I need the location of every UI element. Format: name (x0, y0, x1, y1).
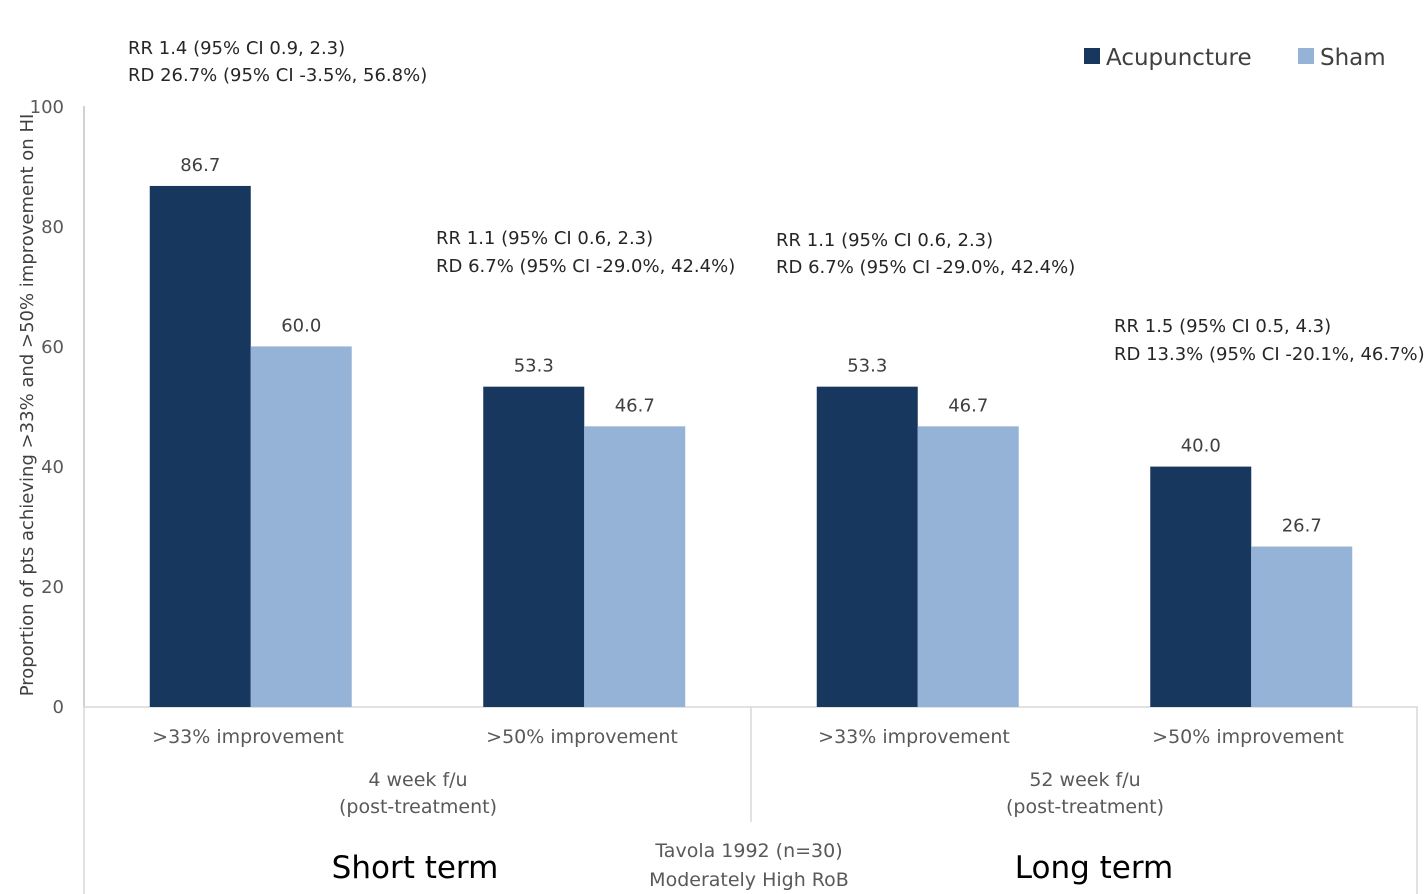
legend-swatch-acupuncture (1084, 48, 1100, 64)
bar-sham (917, 426, 1019, 707)
bar-acupuncture (816, 386, 918, 707)
annotation-rd: RD 6.7% (95% CI -29.0%, 42.4%) (776, 257, 1075, 278)
group-sublabel: (post-treatment) (339, 796, 497, 818)
category-labels: >33% improvement >50% improvement >33% i… (152, 726, 1344, 748)
category-label: >33% improvement (818, 726, 1010, 748)
bar-acupuncture (149, 185, 251, 708)
bar-value-label: 53.3 (514, 356, 554, 377)
bar-value-label: 53.3 (847, 356, 887, 377)
legend-label-sham: Sham (1320, 45, 1386, 71)
annotation-rd: RD 13.3% (95% CI -20.1%, 46.7%) (1114, 344, 1425, 365)
category-label: >50% improvement (1152, 726, 1344, 748)
y-tick-label: 0 (53, 697, 64, 718)
bar-value-label: 46.7 (948, 395, 988, 416)
bar-sham (1251, 546, 1353, 707)
study-label: Tavola 1992 (n=30) (654, 840, 842, 862)
annotation-rr: RR 1.1 (95% CI 0.6, 2.3) (776, 230, 993, 251)
y-tick-label: 20 (41, 577, 64, 598)
bar-acupuncture (483, 386, 585, 707)
bar-value-label: 40.0 (1181, 436, 1221, 457)
annotation-rr: RR 1.4 (95% CI 0.9, 2.3) (128, 38, 345, 59)
term-label-short: Short term (332, 850, 499, 886)
annotations: RR 1.4 (95% CI 0.9, 2.3) RD 26.7% (95% C… (128, 38, 1425, 365)
bar-value-label: 46.7 (615, 395, 655, 416)
y-tick-label: 80 (41, 217, 64, 238)
y-tick-label: 100 (30, 97, 64, 118)
bar-sham (584, 426, 686, 707)
bar-acupuncture (1150, 466, 1252, 707)
data-labels: 86.7 60.0 53.3 46.7 53.3 46.7 40.0 26.7 (180, 155, 1322, 537)
category-label: >50% improvement (486, 726, 678, 748)
y-axis-ticks: 0 20 40 60 80 100 (30, 97, 64, 718)
annotation-rr: RR 1.5 (95% CI 0.5, 4.3) (1114, 316, 1331, 337)
group-labels: 4 week f/u (post-treatment) 52 week f/u … (339, 769, 1164, 818)
bars (149, 185, 1353, 708)
y-axis-label: Proportion of pts achieving >33% and >50… (17, 114, 38, 697)
y-tick-label: 60 (41, 337, 64, 358)
legend-label-acupuncture: Acupuncture (1106, 45, 1252, 71)
group-sublabel: (post-treatment) (1006, 796, 1164, 818)
y-tick-label: 40 (41, 457, 64, 478)
category-label: >33% improvement (152, 726, 344, 748)
bar-value-label: 60.0 (281, 315, 321, 336)
annotation-rd: RD 26.7% (95% CI -3.5%, 56.8%) (128, 65, 427, 86)
bar-value-label: 26.7 (1282, 516, 1322, 537)
annotation-rd: RD 6.7% (95% CI -29.0%, 42.4%) (436, 256, 735, 277)
group-label: 4 week f/u (368, 769, 467, 791)
legend-swatch-sham (1298, 48, 1314, 64)
annotation-rr: RR 1.1 (95% CI 0.6, 2.3) (436, 228, 653, 249)
risk-of-bias-label: Moderately High RoB (649, 869, 849, 891)
group-label: 52 week f/u (1029, 769, 1140, 791)
term-label-long: Long term (1015, 850, 1174, 886)
legend: Acupuncture Sham (1084, 45, 1386, 71)
bar-value-label: 86.7 (180, 155, 220, 176)
bar-sham (250, 346, 352, 707)
